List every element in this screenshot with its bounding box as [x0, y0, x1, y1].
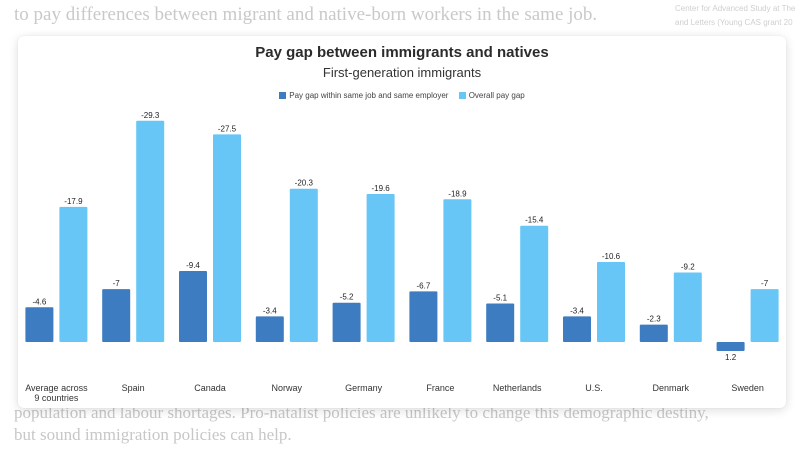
legend-swatch-series-2 [458, 92, 466, 99]
value-label-overall-0: -17.9 [64, 197, 83, 206]
category-label-3: Norway [272, 383, 303, 393]
bar-same-job-8 [639, 324, 668, 342]
bar-overall-4 [366, 194, 395, 342]
sidebar-line-2: and Letters (Young CAS grant 20 [675, 18, 793, 27]
background-article-text-top: to pay differences between migrant and n… [14, 4, 598, 25]
category-label-6: Netherlands [493, 383, 542, 393]
value-label-same-job-4: -5.2 [340, 293, 354, 302]
bar-overall-5 [443, 199, 472, 342]
bar-overall-2 [213, 134, 241, 342]
category-label-0: Average across 9 countries [25, 383, 88, 403]
legend-item-series-1: Pay gap within same job and same employe… [279, 91, 448, 100]
value-label-overall-1: -29.3 [141, 111, 160, 120]
value-label-overall-9: -7 [761, 279, 769, 288]
bar-overall-7 [597, 261, 625, 342]
bar-overall-8 [673, 272, 702, 342]
bar-overall-9 [750, 289, 779, 342]
legend-label-series-1: Pay gap within same job and same employe… [289, 91, 449, 100]
category-label-4: Germany [345, 383, 383, 393]
bar-same-job-5 [409, 291, 438, 342]
value-label-same-job-1: -7 [113, 279, 121, 288]
category-label-1: Spain [122, 383, 145, 393]
category-label-9: Sweden [731, 383, 764, 393]
background-article-text-bottom: population and labour shortages. Pro-nat… [14, 403, 709, 444]
value-label-overall-8: -9.2 [681, 263, 695, 272]
value-label-overall-3: -20.3 [295, 179, 314, 188]
category-label-2: Canada [194, 383, 226, 393]
bar-same-job-3 [255, 316, 284, 342]
value-label-same-job-5: -6.7 [417, 281, 431, 290]
value-label-same-job-2: -9.4 [186, 261, 200, 270]
category-label-8: Denmark [653, 383, 690, 393]
value-label-same-job-9: 1.2 [725, 353, 737, 362]
bar-same-job-6 [486, 303, 515, 342]
bar-overall-3 [289, 188, 318, 342]
value-label-same-job-7: -3.4 [570, 306, 584, 315]
bar-chart-plot: -4.6 -17.9 Average across 9 countries -7 -29.… [25, 111, 779, 403]
value-label-overall-4: -19.6 [371, 184, 390, 193]
bar-same-job-9 [716, 342, 745, 352]
value-label-same-job-6: -5.1 [493, 293, 507, 302]
bar-same-job-7 [563, 316, 591, 342]
chart-card: Pay gap between immigrants and natives F… [18, 36, 786, 408]
chart-subtitle: First-generation immigrants [322, 65, 482, 80]
value-label-same-job-3: -3.4 [263, 306, 277, 315]
bar-same-job-2 [179, 271, 207, 342]
value-label-same-job-8: -2.3 [647, 315, 661, 324]
background-sidebar-text: Center for Advanced Study at The and Let… [675, 2, 795, 30]
legend-label-series-2: Overall pay gap [468, 91, 525, 100]
value-label-overall-5: -18.9 [448, 189, 467, 198]
value-label-same-job-0: -4.6 [33, 297, 47, 306]
bar-same-job-4 [332, 302, 361, 342]
sidebar-line-1: Center for Advanced Study at The [675, 4, 796, 13]
category-label-7: U.S. [585, 383, 603, 393]
bar-overall-0 [59, 206, 88, 342]
bar-overall-1 [136, 120, 165, 342]
chart-title: Pay gap between immigrants and natives [255, 44, 549, 61]
value-label-overall-7: -10.6 [602, 252, 621, 261]
bar-same-job-1 [102, 289, 131, 342]
legend-swatch-series-1 [279, 92, 287, 99]
bar-overall-6 [520, 225, 549, 342]
value-label-overall-2: -27.5 [218, 124, 237, 133]
chart-legend: Pay gap within same job and same employe… [18, 91, 786, 101]
bar-same-job-0 [25, 307, 54, 342]
legend-item-series-2: Overall pay gap [458, 91, 525, 100]
value-label-overall-6: -15.4 [525, 216, 544, 225]
category-label-5: France [426, 383, 454, 393]
